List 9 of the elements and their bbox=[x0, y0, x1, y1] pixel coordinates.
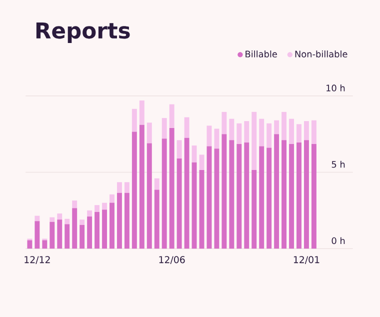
x-tick-label: 12/06 bbox=[159, 256, 185, 264]
y-tick-label: 5 h bbox=[332, 160, 345, 168]
chart-title: Reports bbox=[36, 22, 130, 43]
y-tick-label: 0 h bbox=[332, 237, 345, 244]
legend-label: Billable bbox=[246, 50, 277, 58]
x-tick-label: 12/12 bbox=[24, 256, 50, 264]
legend-label: Non-billable bbox=[295, 50, 348, 58]
x-tick-label: 12/01 bbox=[294, 256, 320, 264]
y-tick-label: 10 h bbox=[326, 84, 345, 92]
